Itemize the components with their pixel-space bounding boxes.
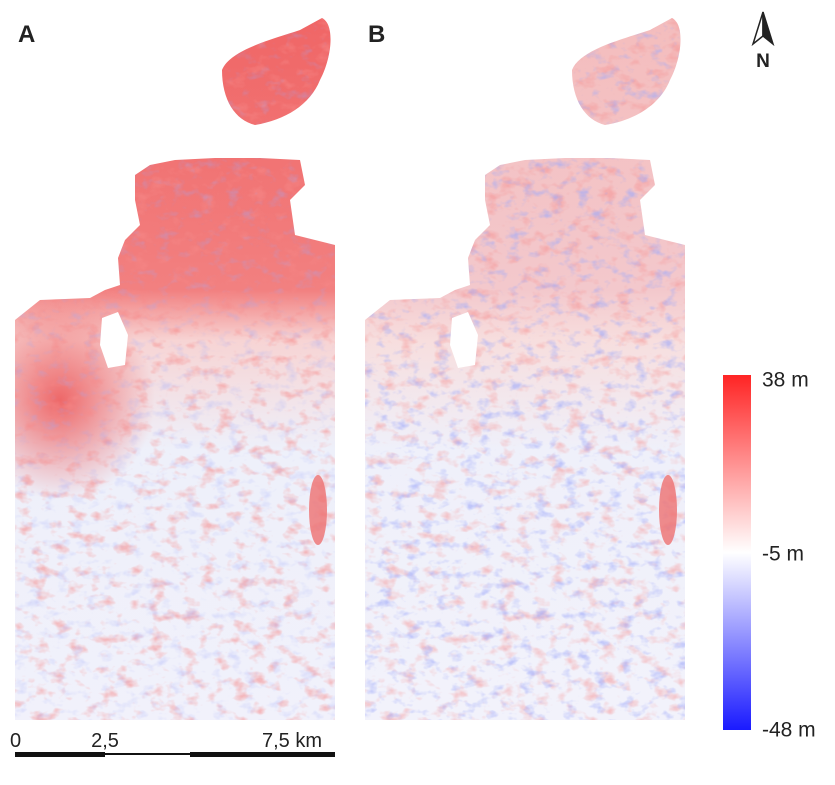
scale-label: 0 — [10, 730, 21, 752]
scale-label: 7,5 km — [262, 730, 322, 752]
color-legend: 38 m -5 m -48 m — [723, 369, 816, 742]
legend-label: -5 m — [762, 543, 804, 566]
north-label: N — [756, 51, 770, 72]
scale-label: 2,5 — [91, 730, 119, 752]
legend-label: 38 m — [762, 369, 809, 392]
north-arrow: N — [751, 11, 775, 72]
map-panel-b: B — [365, 18, 685, 720]
color-bar — [723, 375, 751, 730]
scale-bar: 0 2,5 7,5 km — [10, 730, 335, 757]
legend-label: -48 m — [762, 719, 816, 742]
map-panel-a: A — [15, 18, 335, 720]
panel-label: B — [368, 21, 385, 48]
panel-label: A — [18, 21, 35, 48]
